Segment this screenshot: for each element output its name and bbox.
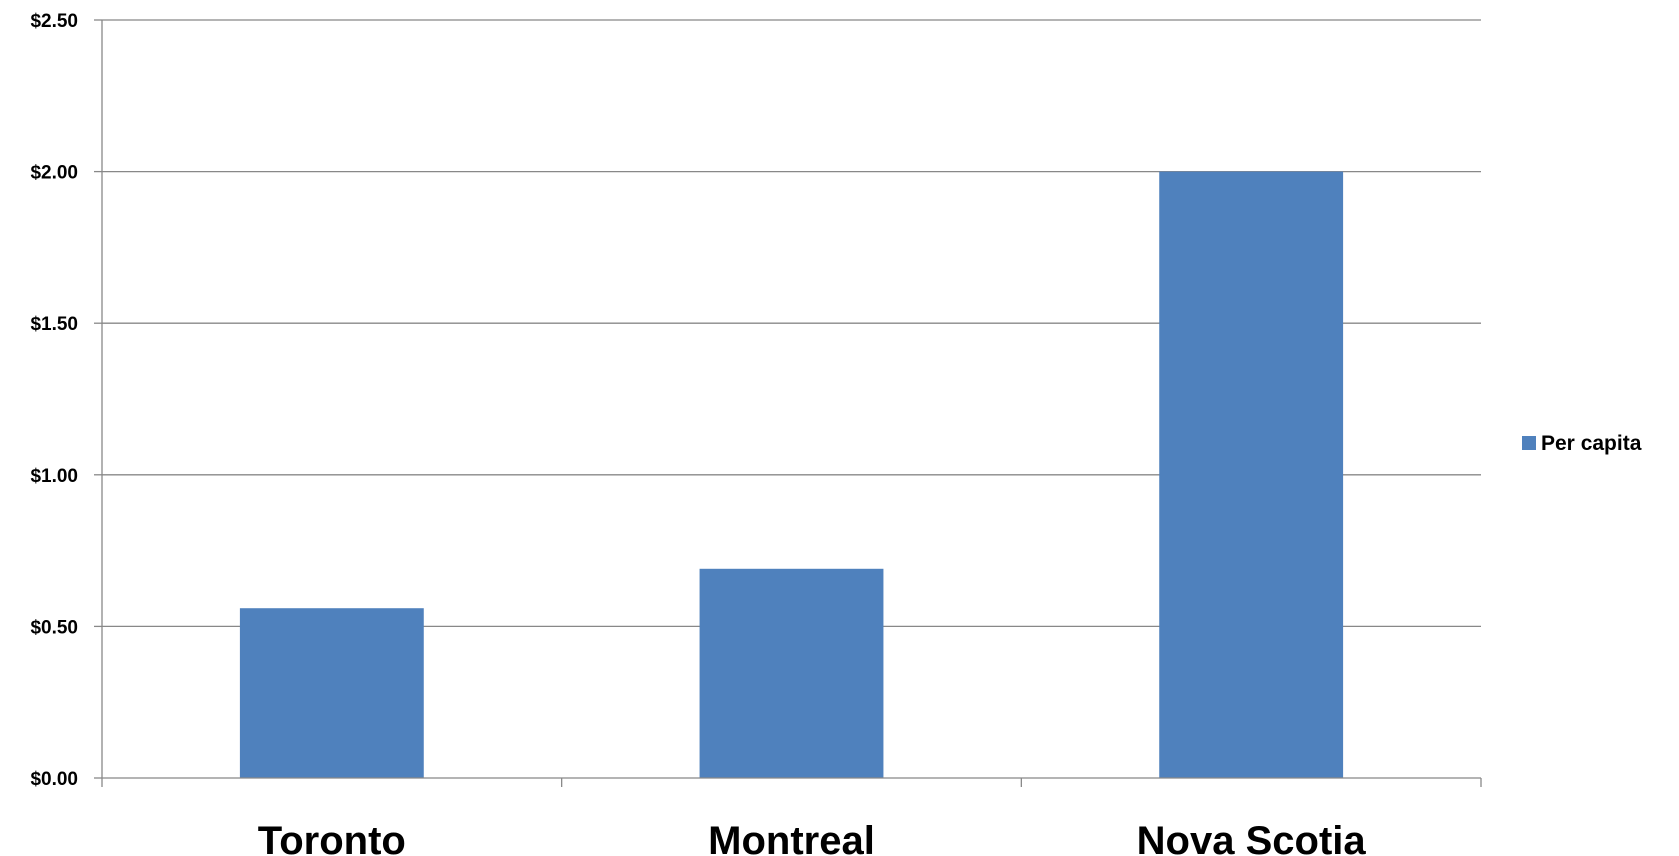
bar-nova-scotia [1159, 171, 1344, 779]
x-tick-labels: Toronto Montreal Nova Scotia [258, 819, 1367, 856]
legend: Per capita [1522, 432, 1642, 455]
bars [239, 171, 1344, 779]
legend-swatch [1522, 436, 1536, 450]
bar-toronto [239, 608, 424, 778]
x-tick-label: Nova Scotia [1137, 819, 1367, 856]
axes [94, 19, 1482, 787]
y-tick-label: $2.50 [30, 11, 78, 32]
y-tick-label: $0.00 [30, 769, 78, 790]
y-tick-labels: $0.00 $0.50 $1.00 $1.50 $2.00 $2.50 [30, 11, 78, 790]
y-tick-label: $1.50 [30, 314, 78, 335]
x-tick-label: Montreal [708, 819, 875, 856]
bar-montreal [699, 568, 884, 778]
legend-label: Per capita [1541, 432, 1642, 455]
y-tick-label: $1.00 [30, 466, 78, 487]
y-tick-label: $0.50 [30, 617, 78, 638]
y-tick-label: $2.00 [30, 163, 78, 184]
x-tick-label: Toronto [258, 819, 406, 856]
